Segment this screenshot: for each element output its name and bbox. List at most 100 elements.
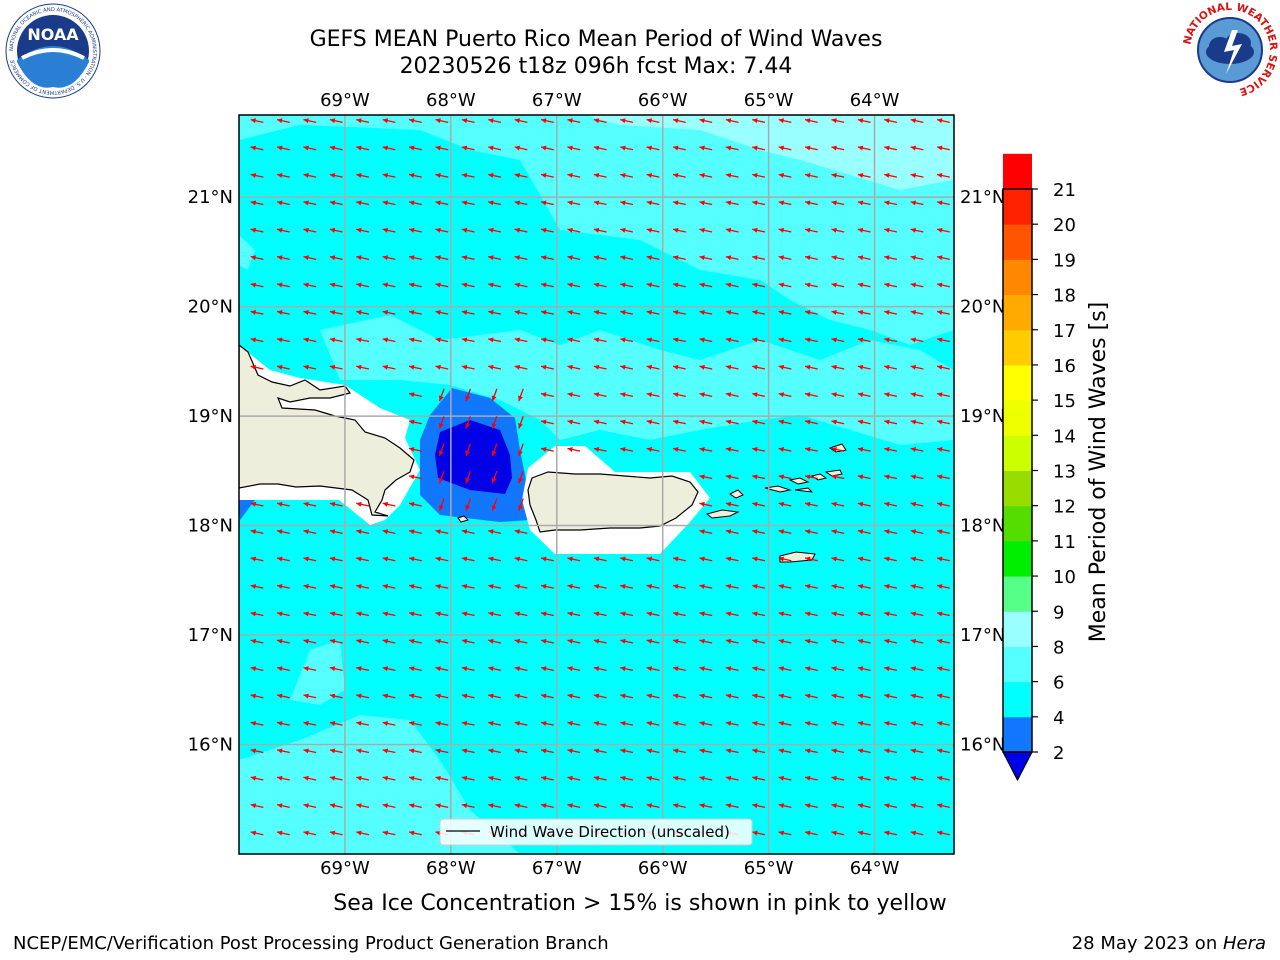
wind-wave-arrow	[488, 118, 502, 124]
wind-wave-arrow	[725, 447, 739, 452]
wind-wave-arrow	[303, 173, 317, 178]
wind-wave-arrow	[593, 227, 607, 233]
wind-wave-arrow	[910, 638, 924, 644]
wind-wave-arrow	[646, 584, 660, 589]
wind-wave-arrow	[857, 282, 871, 288]
wind-wave-arrow	[382, 173, 396, 178]
wind-wave-arrow	[752, 200, 766, 206]
wind-wave-arrow	[672, 310, 686, 315]
wind-wave-arrow	[831, 255, 845, 261]
wind-wave-arrow	[804, 419, 818, 425]
wind-wave-arrow	[514, 364, 528, 370]
wind-wave-arrow	[699, 392, 713, 398]
wind-wave-arrow	[910, 775, 924, 781]
wind-wave-arrow	[408, 145, 422, 151]
wind-wave-arrow	[329, 255, 343, 261]
wind-wave-arrow	[514, 556, 528, 562]
wind-wave-arrow	[567, 748, 581, 754]
wind-wave-arrow	[435, 337, 449, 343]
wind-wave-arrow	[488, 364, 502, 370]
wind-wave-arrow	[382, 282, 396, 288]
wind-wave-arrow	[620, 200, 634, 206]
wind-wave-arrow	[936, 638, 950, 644]
wind-wave-arrow	[910, 310, 924, 315]
wind-wave-arrow	[936, 501, 950, 507]
wind-wave-arrow	[488, 721, 502, 726]
wind-wave-arrow	[250, 200, 264, 206]
wind-wave-arrow	[514, 227, 528, 233]
wind-wave-arrow	[276, 529, 290, 535]
colorbar-tick-label: 20	[1053, 215, 1076, 236]
wind-wave-arrow	[857, 419, 871, 425]
wind-wave-arrow	[250, 227, 264, 233]
wind-wave-arrow	[514, 803, 528, 809]
wind-wave-arrow	[910, 337, 924, 343]
wind-wave-arrow	[303, 282, 317, 288]
wind-wave-arrow	[672, 611, 686, 617]
wind-wave-arrow	[620, 611, 634, 617]
colorbar-segment	[1003, 400, 1032, 436]
colorbar-segment	[1003, 540, 1032, 577]
wind-wave-arrow	[752, 721, 766, 726]
wind-wave-arrow	[329, 227, 343, 233]
wind-wave-arrow	[593, 419, 607, 425]
wind-wave-arrow	[884, 666, 898, 672]
wind-wave-arrow	[593, 775, 607, 781]
wind-wave-arrow	[540, 145, 554, 151]
wind-wave-arrow	[804, 721, 818, 726]
wind-wave-arrow	[540, 392, 554, 398]
wind-wave-arrow	[620, 118, 634, 124]
wind-wave-arrow	[778, 803, 792, 809]
wind-wave-arrow	[540, 721, 554, 726]
wind-wave-arrow	[435, 556, 449, 562]
wind-wave-arrow	[382, 584, 396, 589]
wind-wave-arrow	[936, 529, 950, 535]
wind-wave-arrow	[910, 666, 924, 672]
wind-wave-arrow	[672, 638, 686, 644]
wind-wave-arrow	[593, 447, 607, 452]
wind-wave-arrow	[303, 255, 317, 261]
wind-wave-arrow	[250, 830, 264, 836]
wind-wave-arrow	[831, 227, 845, 233]
wind-wave-arrow	[699, 145, 713, 151]
mona-island	[457, 515, 469, 523]
legend-label: Wind Wave Direction (unscaled)	[490, 823, 730, 841]
wind-wave-arrow	[620, 803, 634, 809]
wind-wave-arrow	[725, 666, 739, 672]
wind-wave-arrow	[465, 388, 472, 402]
footer-branch: NCEP/EMC/Verification Post Processing Pr…	[13, 933, 609, 954]
wind-wave-arrow	[831, 118, 845, 124]
wind-wave-arrow	[303, 529, 317, 535]
colorbar-segment	[1003, 224, 1032, 260]
wind-wave-arrow	[356, 227, 370, 233]
wind-wave-arrow	[461, 282, 475, 288]
noaa-logo: NOAA NATIONAL OCEANIC AND ATMOSPHERIC AD…	[5, 3, 101, 99]
wind-wave-arrow	[356, 118, 370, 124]
wind-wave-arrow	[831, 145, 845, 151]
wind-wave-arrow	[329, 282, 343, 288]
wind-wave-arrow	[491, 498, 498, 511]
wind-wave-arrow	[831, 501, 845, 507]
wind-wave-arrow	[250, 145, 264, 151]
wind-wave-arrow	[250, 255, 264, 261]
wind-wave-arrow	[725, 638, 739, 644]
wind-wave-arrow	[518, 498, 524, 511]
wind-wave-arrow	[936, 282, 950, 288]
wind-wave-arrow	[725, 282, 739, 288]
wind-wave-arrow	[804, 310, 818, 315]
wind-wave-arrow	[778, 282, 792, 288]
wind-wave-arrow	[540, 693, 554, 699]
lat-label-left: 20°N	[188, 297, 233, 318]
wind-wave-arrow	[831, 693, 845, 699]
wind-wave-arrow	[620, 721, 634, 726]
wind-wave-arrow	[438, 498, 445, 511]
wind-wave-arrow	[857, 145, 871, 151]
wind-wave-arrow	[646, 721, 660, 726]
wind-wave-arrow	[408, 584, 422, 589]
lon-label-bottom: 66°W	[638, 858, 688, 879]
wind-wave-arrow	[276, 310, 290, 315]
colorbar-tick-label: 12	[1053, 497, 1076, 518]
wind-wave-arrow	[884, 118, 898, 124]
wind-wave-arrow	[778, 310, 792, 315]
wind-wave-arrow	[857, 529, 871, 535]
